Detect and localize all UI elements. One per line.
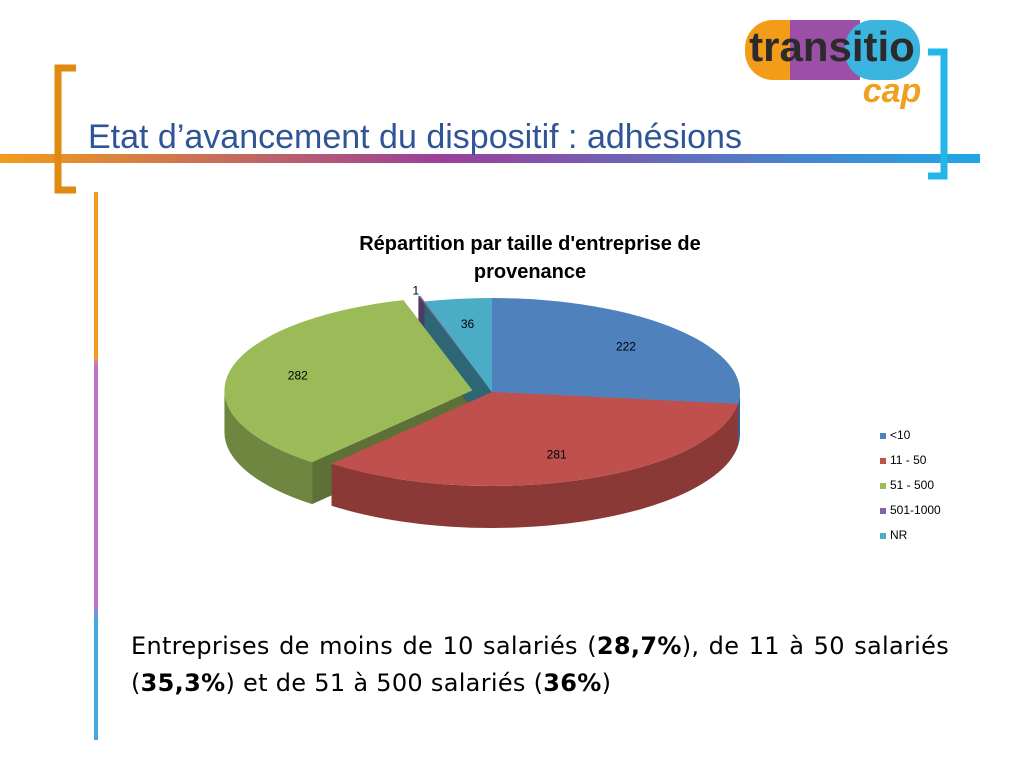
caption-part: ), de 11 à 50 salariés (: [131, 632, 949, 697]
logo-word: transitio: [749, 23, 915, 70]
right-bracket: [928, 48, 948, 180]
logo-part: [845, 20, 920, 80]
caption-part: 28,7%: [596, 632, 682, 660]
logo-sub: cap: [863, 72, 922, 110]
header-bar: [0, 154, 980, 163]
caption-part: ): [601, 669, 612, 697]
left-bracket: [54, 64, 76, 194]
chart-title: Répartition par taille d'entreprise de p…: [359, 233, 701, 283]
caption-part: Entreprises de moins de 10 salariés (: [131, 632, 597, 660]
side-bar: [94, 192, 98, 740]
slide-title: Etat d’avancement du dispositif : adhési…: [88, 118, 742, 156]
caption-part: 35,3%: [140, 669, 226, 697]
caption-part: 36%: [543, 669, 602, 697]
caption: Entreprises de moins de 10 salariés (28,…: [131, 628, 949, 702]
caption-part: ) et de 51 à 500 salariés (: [225, 669, 544, 697]
